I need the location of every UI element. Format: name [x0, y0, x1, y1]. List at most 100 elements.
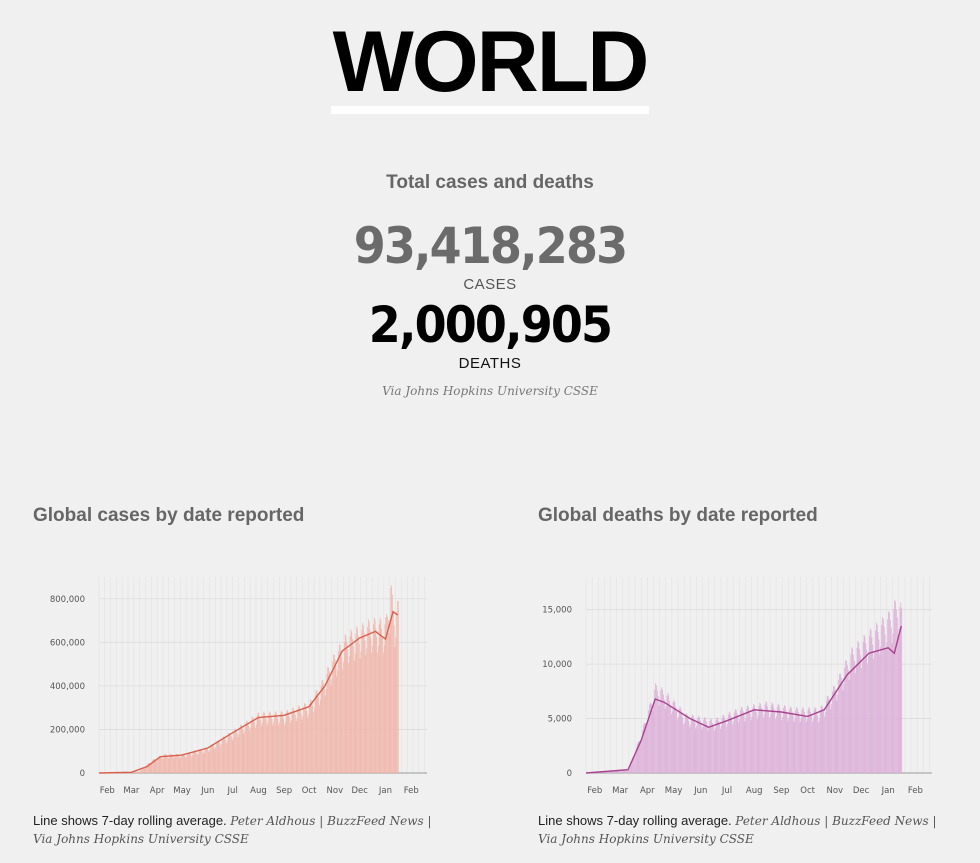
bar [297, 708, 299, 773]
bar [742, 711, 744, 773]
bar [858, 642, 860, 773]
bar [366, 648, 368, 773]
bar [358, 643, 360, 773]
bar [329, 675, 331, 773]
bar [644, 723, 646, 773]
bar [307, 717, 309, 773]
bar [394, 647, 396, 773]
deaths-total: 2,000,905 [368, 296, 613, 354]
bar [315, 690, 317, 773]
bar [886, 642, 888, 773]
bar [824, 716, 826, 773]
bar [265, 719, 267, 773]
bar [769, 717, 770, 773]
bar [261, 722, 263, 773]
bar [386, 613, 388, 773]
bar [248, 725, 250, 773]
bar [393, 625, 395, 773]
bar [314, 695, 316, 773]
bar [382, 652, 384, 773]
bar [270, 715, 272, 773]
bar [662, 689, 663, 773]
bar [818, 722, 819, 773]
bar [277, 718, 279, 773]
bar [383, 645, 385, 773]
bar [610, 771, 612, 773]
bar [847, 665, 848, 773]
bar [883, 626, 885, 773]
bar [747, 705, 748, 773]
bar [784, 706, 786, 773]
bar [245, 720, 247, 773]
bar [825, 712, 826, 773]
bar [750, 720, 752, 773]
bar [893, 609, 895, 773]
bar [615, 771, 617, 773]
bar [353, 660, 355, 773]
bar [203, 752, 205, 773]
bar [382, 637, 383, 773]
bar [395, 637, 397, 773]
bar [842, 690, 844, 773]
bar [346, 641, 348, 773]
bar [226, 740, 228, 773]
bar [368, 621, 370, 773]
bar [191, 756, 192, 773]
bar [632, 757, 634, 773]
x-tick-label: Jun [200, 786, 214, 796]
bar [843, 684, 845, 773]
bar [225, 739, 226, 773]
bar [859, 648, 861, 773]
bar [314, 707, 315, 773]
bar [798, 715, 800, 773]
bar [740, 709, 741, 773]
bar [728, 711, 730, 773]
bar [622, 770, 624, 773]
bar [240, 724, 241, 773]
bar [611, 770, 613, 773]
bar [359, 658, 361, 773]
bar [627, 769, 628, 773]
bar [333, 654, 335, 773]
bar [694, 722, 696, 773]
bar [620, 770, 621, 773]
bar [343, 661, 344, 773]
bar [674, 701, 676, 773]
bar [774, 711, 776, 773]
bar [621, 770, 623, 773]
bar [328, 667, 329, 773]
bar [340, 650, 342, 773]
bar [771, 702, 773, 773]
bar [656, 690, 658, 773]
bar [319, 699, 321, 773]
bar [776, 706, 778, 773]
x-tick-label: Feb [587, 786, 602, 796]
bar [217, 740, 219, 773]
bar [689, 727, 691, 773]
bar [361, 630, 363, 773]
bar [741, 707, 743, 773]
bar [647, 721, 649, 773]
bar [200, 749, 202, 773]
bar [139, 771, 141, 773]
bar [275, 711, 276, 773]
bar [882, 617, 883, 773]
bar [155, 759, 157, 773]
bar [691, 714, 693, 773]
bar [392, 610, 394, 773]
bar [790, 707, 792, 773]
bar [274, 713, 275, 773]
bar [294, 711, 295, 773]
bar [143, 767, 145, 773]
bar [881, 624, 882, 773]
bar [209, 750, 211, 773]
bar [744, 721, 746, 773]
bar [290, 719, 292, 773]
bar [303, 706, 304, 773]
bar [768, 710, 769, 773]
bar [709, 720, 711, 773]
bar [682, 717, 684, 773]
bar [796, 707, 797, 773]
cases-chart: 0 200,000 400,000 600,000 800,000 Feb Mar Apr Ma… [50, 577, 427, 796]
bar [721, 717, 723, 773]
